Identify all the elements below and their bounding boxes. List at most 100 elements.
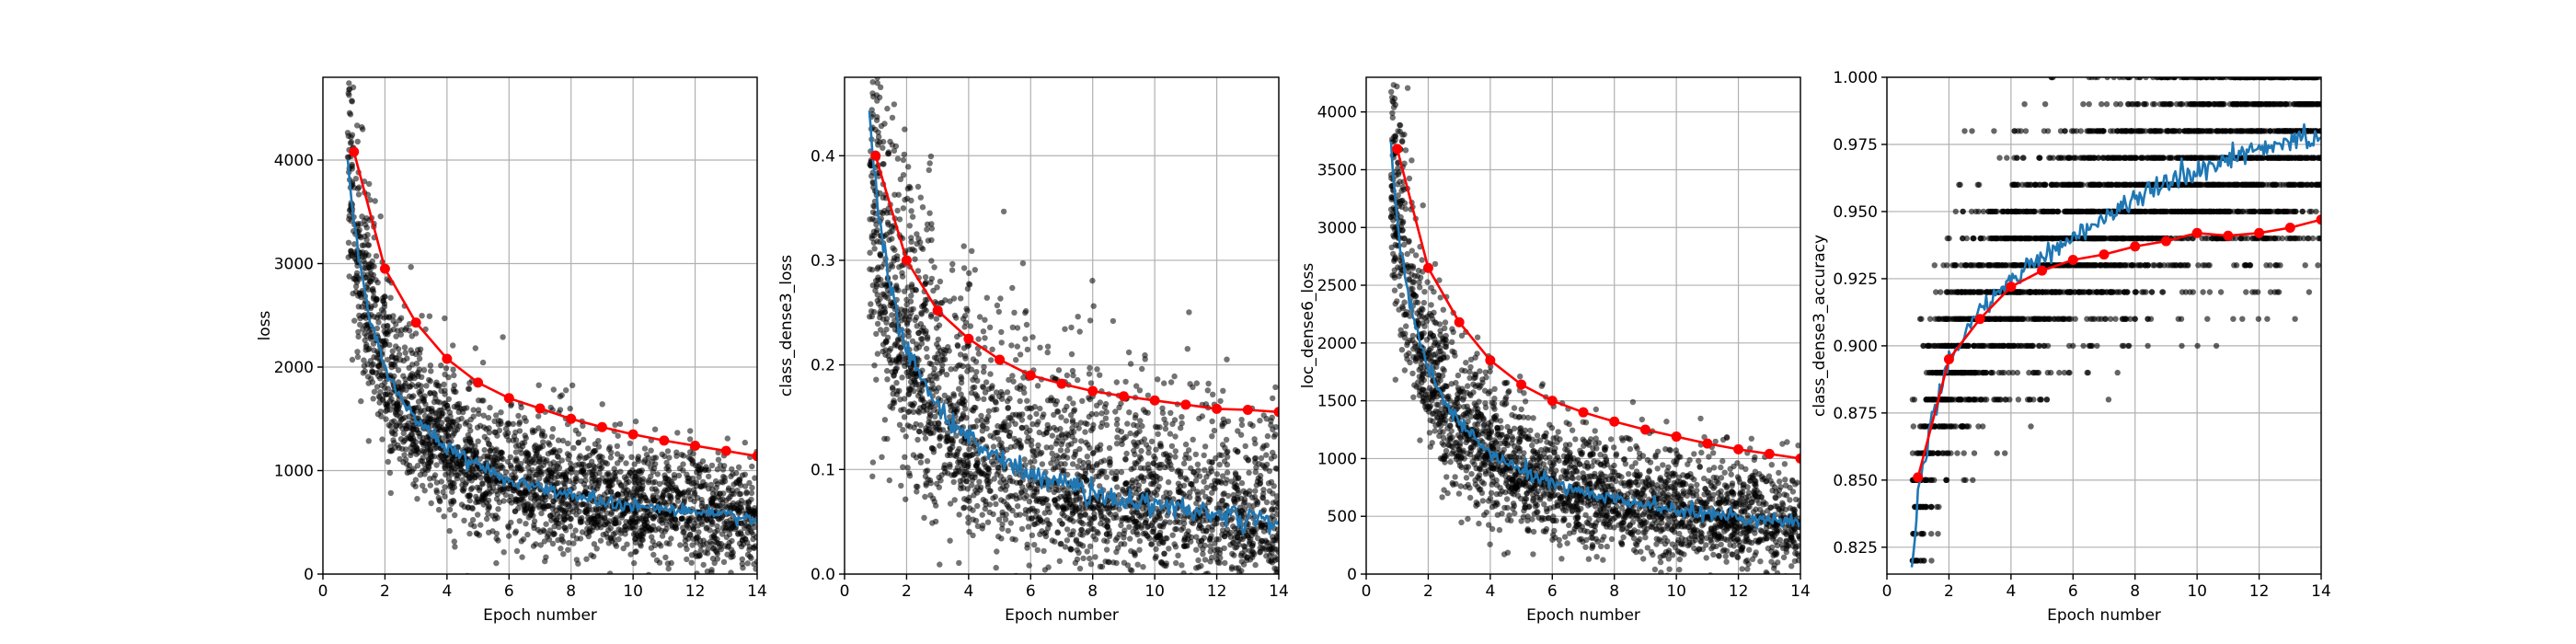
- batch-point: [612, 521, 618, 527]
- batch-point: [638, 493, 644, 500]
- batch-point: [1126, 409, 1133, 416]
- batch-point: [745, 506, 752, 512]
- batch-point: [1083, 439, 1089, 446]
- batch-point: [1112, 536, 1120, 544]
- batch-point: [1024, 346, 1031, 353]
- batch-point: [960, 265, 968, 271]
- batch-point: [1104, 538, 1110, 545]
- batch-point: [605, 484, 612, 491]
- batch-point: [891, 399, 898, 407]
- batch-point: [954, 333, 960, 340]
- batch-point: [1190, 384, 1196, 390]
- batch-point: [359, 242, 365, 248]
- batch-point: [1033, 497, 1041, 503]
- batch-point: [573, 470, 580, 477]
- batch-point: [1020, 374, 1027, 381]
- batch-point: [483, 500, 489, 506]
- batch-point: [413, 383, 420, 390]
- batch-point: [579, 529, 586, 535]
- batch-point: [1159, 405, 1166, 411]
- batch-point: [363, 341, 370, 348]
- batch-point: [1113, 514, 1120, 521]
- batch-point: [1269, 414, 1275, 420]
- batch-point: [936, 474, 942, 481]
- batch-point: [1215, 536, 1223, 543]
- batch-point: [602, 459, 609, 466]
- batch-point: [371, 347, 377, 353]
- y-tick-label: 1000: [274, 463, 314, 481]
- batch-point: [373, 253, 380, 259]
- batch-point: [1118, 469, 1125, 476]
- batch-point: [410, 393, 417, 399]
- batch-point: [375, 373, 382, 379]
- batch-point: [1114, 434, 1121, 441]
- batch-point: [917, 239, 924, 246]
- batch-point: [1217, 397, 1224, 405]
- batch-point: [1136, 546, 1143, 553]
- batch-point: [659, 494, 665, 500]
- batch-point: [426, 313, 433, 319]
- batch-point: [1137, 514, 1144, 521]
- batch-point: [714, 539, 720, 546]
- batch-point: [995, 430, 1001, 436]
- batch-point: [1123, 450, 1130, 457]
- batch-point: [659, 520, 665, 526]
- batch-point: [468, 504, 476, 512]
- batch-point: [976, 478, 983, 485]
- batch-point: [993, 389, 1000, 396]
- batch-point: [442, 426, 448, 433]
- batch-point: [635, 454, 642, 460]
- batch-point: [868, 267, 876, 273]
- batch-point: [979, 422, 986, 429]
- batch-point: [614, 451, 621, 457]
- batch-point: [408, 371, 416, 377]
- batch-point: [1118, 541, 1124, 547]
- batch-point: [597, 537, 604, 544]
- batch-point: [664, 448, 672, 454]
- batch-point: [1154, 474, 1160, 480]
- batch-point: [985, 408, 993, 414]
- batch-point: [568, 460, 574, 467]
- batch-point: [523, 501, 531, 508]
- batch-point: [697, 547, 704, 554]
- batch-point: [1076, 445, 1083, 453]
- batch-point: [487, 479, 493, 486]
- batch-point: [1153, 553, 1159, 560]
- batch-point: [929, 381, 936, 387]
- batch-point: [1144, 487, 1151, 494]
- batch-point: [421, 407, 428, 414]
- batch-point: [365, 438, 372, 444]
- batch-point: [899, 374, 905, 381]
- batch-point: [874, 138, 880, 144]
- batch-point: [924, 353, 930, 361]
- batch-point: [1195, 564, 1202, 570]
- batch-point: [690, 535, 696, 542]
- batch-point: [665, 565, 672, 572]
- batch-point: [1000, 208, 1007, 215]
- batch-point: [726, 539, 732, 546]
- batch-point: [397, 409, 404, 416]
- batch-point: [936, 370, 943, 377]
- batch-point: [1148, 438, 1156, 444]
- batch-point: [1097, 563, 1104, 569]
- val-point: [752, 451, 757, 462]
- batch-point: [504, 421, 511, 428]
- batch-point: [708, 500, 715, 506]
- batch-point: [966, 528, 972, 535]
- batch-point: [1064, 447, 1071, 454]
- batch-point: [442, 387, 448, 394]
- batch-point: [1059, 521, 1065, 527]
- batch-point: [427, 362, 434, 369]
- batch-point: [622, 497, 629, 503]
- batch-point: [1258, 540, 1264, 546]
- batch-point: [470, 413, 477, 420]
- batch-point: [1066, 532, 1074, 538]
- batch-point: [1106, 444, 1113, 452]
- batch-point: [516, 518, 523, 524]
- batch-point: [1270, 395, 1276, 402]
- batch-point: [435, 506, 443, 513]
- batch-point: [376, 399, 383, 406]
- batch-point: [400, 430, 407, 437]
- batch-point: [918, 453, 925, 460]
- batch-point: [983, 294, 991, 301]
